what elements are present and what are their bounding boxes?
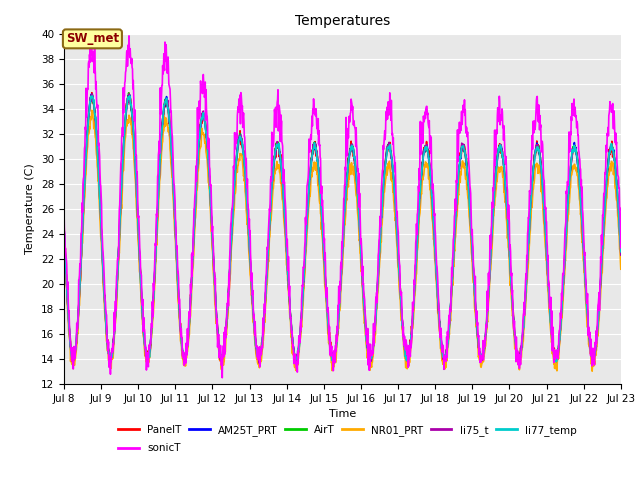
AM25T_PRT	[88, 91, 95, 97]
NR01_PRT	[551, 360, 559, 365]
li75_t	[246, 261, 254, 267]
li77_temp	[246, 262, 254, 267]
Legend: sonicT: sonicT	[114, 439, 185, 457]
NR01_PRT	[429, 228, 437, 233]
AM25T_PRT	[184, 334, 192, 339]
sonicT	[617, 245, 625, 251]
NR01_PRT	[88, 107, 96, 113]
sonicT	[87, 32, 95, 37]
li75_t	[617, 252, 625, 258]
AirT	[171, 210, 179, 216]
li75_t	[125, 91, 133, 97]
sonicT	[502, 160, 510, 166]
PanelT	[60, 219, 68, 225]
Line: PanelT: PanelT	[64, 93, 621, 365]
li75_t	[330, 361, 337, 367]
AirT	[617, 250, 625, 256]
AirT	[429, 214, 437, 219]
AirT	[551, 355, 559, 360]
AM25T_PRT	[171, 211, 179, 217]
li77_temp	[60, 225, 68, 230]
Line: AirT: AirT	[64, 93, 621, 362]
NR01_PRT	[502, 198, 509, 204]
AM25T_PRT	[429, 215, 437, 220]
sonicT	[218, 375, 226, 381]
PanelT	[429, 212, 437, 217]
sonicT	[171, 191, 179, 196]
PanelT	[502, 185, 509, 191]
X-axis label: Time: Time	[329, 409, 356, 419]
AirT	[589, 360, 597, 365]
li75_t	[184, 336, 192, 342]
Text: SW_met: SW_met	[66, 32, 119, 46]
NR01_PRT	[617, 266, 625, 272]
AirT	[125, 90, 132, 96]
Line: li77_temp: li77_temp	[64, 96, 621, 364]
AM25T_PRT	[551, 354, 559, 360]
Line: li75_t: li75_t	[64, 94, 621, 364]
Y-axis label: Temperature (C): Temperature (C)	[26, 163, 35, 254]
AM25T_PRT	[60, 225, 68, 230]
li77_temp	[552, 356, 559, 361]
li75_t	[552, 358, 559, 363]
li75_t	[502, 198, 510, 204]
li77_temp	[617, 249, 625, 254]
PanelT	[617, 246, 625, 252]
Line: AM25T_PRT: AM25T_PRT	[64, 94, 621, 363]
AirT	[246, 261, 254, 267]
sonicT	[552, 348, 559, 353]
li77_temp	[292, 361, 300, 367]
NR01_PRT	[588, 368, 596, 374]
li77_temp	[502, 194, 510, 200]
Title: Temperatures: Temperatures	[295, 14, 390, 28]
li75_t	[429, 220, 437, 226]
NR01_PRT	[60, 235, 68, 241]
sonicT	[429, 191, 437, 196]
PanelT	[246, 266, 254, 272]
sonicT	[60, 206, 68, 212]
PanelT	[88, 90, 96, 96]
li75_t	[60, 222, 68, 228]
sonicT	[247, 259, 255, 265]
AirT	[184, 333, 192, 339]
li77_temp	[171, 209, 179, 215]
PanelT	[551, 349, 559, 355]
li77_temp	[429, 220, 437, 226]
NR01_PRT	[184, 342, 192, 348]
AM25T_PRT	[617, 250, 625, 256]
Line: NR01_PRT: NR01_PRT	[64, 110, 621, 371]
NR01_PRT	[246, 274, 254, 280]
AirT	[502, 190, 509, 196]
AM25T_PRT	[589, 360, 596, 366]
li77_temp	[184, 337, 192, 343]
PanelT	[171, 216, 179, 221]
NR01_PRT	[171, 228, 179, 233]
sonicT	[184, 331, 192, 336]
Line: sonicT: sonicT	[64, 35, 621, 378]
li75_t	[171, 213, 179, 219]
li77_temp	[126, 93, 134, 98]
AirT	[60, 226, 68, 232]
AM25T_PRT	[502, 189, 509, 194]
AM25T_PRT	[246, 264, 254, 270]
PanelT	[552, 362, 559, 368]
PanelT	[184, 336, 192, 342]
